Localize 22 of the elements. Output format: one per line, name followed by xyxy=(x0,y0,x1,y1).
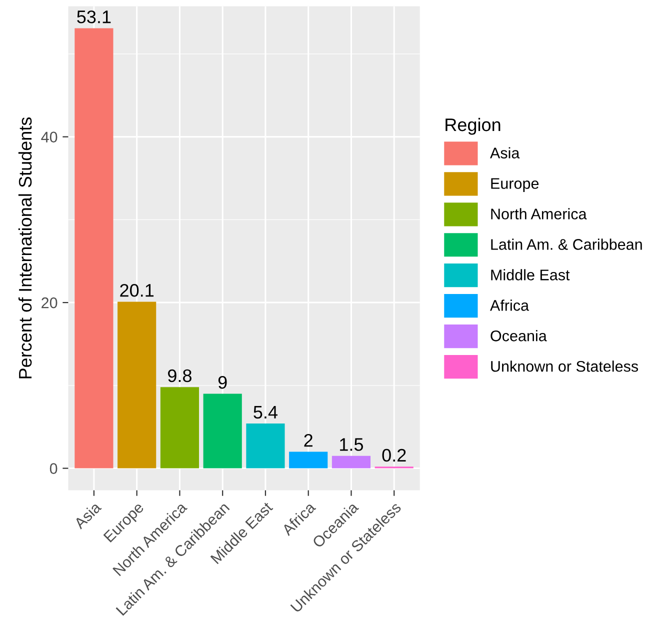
y-axis-title: Percent of International Students xyxy=(18,117,32,378)
data-label: 0.2 xyxy=(382,448,406,462)
legend-label: Unknown or Stateless xyxy=(491,360,638,372)
legend-label: Africa xyxy=(490,300,530,311)
y-tick-label: 40 xyxy=(41,132,58,142)
data-label: 9.8 xyxy=(168,369,192,382)
data-label: 5.4 xyxy=(254,406,278,419)
legend-title: Region xyxy=(446,118,500,135)
x-tick-label: Asia xyxy=(72,500,102,530)
data-label: 2 xyxy=(304,434,312,447)
legend-label: Middle East xyxy=(491,269,570,280)
legend-label: Oceania xyxy=(490,330,547,342)
legend-label: Latin Am. & Caribbean xyxy=(491,238,642,250)
data-label: 53.1 xyxy=(77,10,111,24)
legend-label: North America xyxy=(491,208,587,220)
y-tick-label: 20 xyxy=(42,297,58,308)
y-tick-label: 0 xyxy=(50,463,58,474)
data-label: 9 xyxy=(218,376,227,389)
legend-label: Europe xyxy=(491,178,539,192)
legend-label: Asia xyxy=(490,147,520,158)
data-label: 1.5 xyxy=(340,438,364,451)
data-label: 20.1 xyxy=(120,284,154,297)
